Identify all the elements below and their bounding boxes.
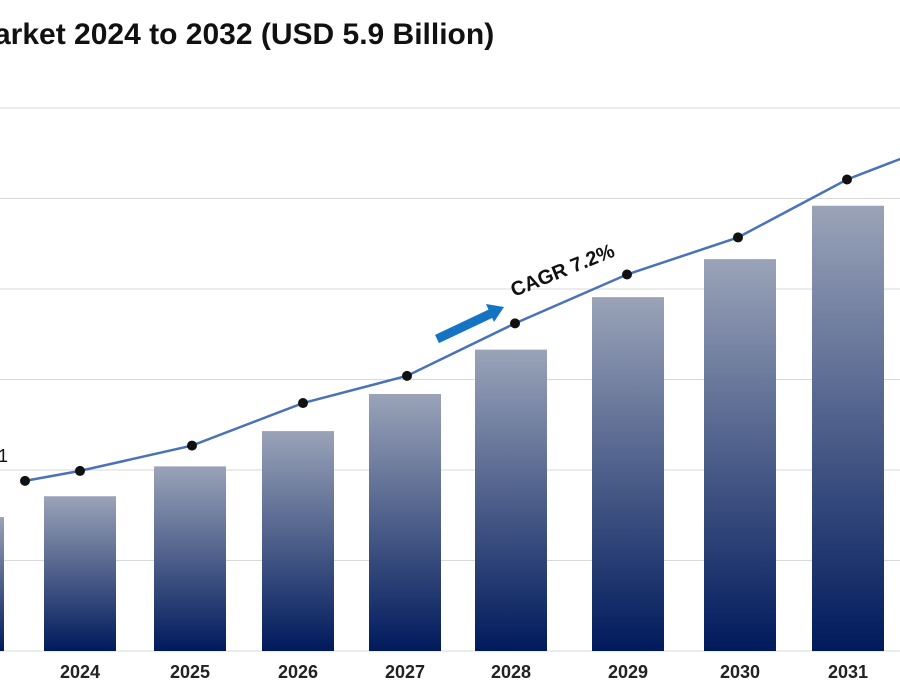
cagr-annotation: CAGR 7.2% [508,240,618,302]
bar-2029 [592,297,664,651]
bar-2027 [369,393,441,651]
edge-value-label: 1 [0,446,8,466]
bar-2024 [44,496,116,651]
x-tick-label: 2027 [385,662,425,682]
trend-line [24,157,900,483]
bar-2023 [0,517,4,651]
chart-title: arket 2024 to 2032 (USD 5.9 Billion) [0,18,495,51]
line-point-2023 [20,475,30,486]
cagr-arrow-icon [435,304,504,344]
line-point-2031 [842,174,852,185]
line-point-2025 [187,440,197,451]
bar-2028 [475,349,547,651]
x-tick-label: 2025 [170,662,210,682]
bar-2025 [154,466,226,651]
line-point-2029 [622,269,632,280]
line-point-2030 [733,232,743,243]
bar-2026 [262,431,334,651]
line-point-2026 [298,398,308,409]
line-point-2027 [402,370,412,381]
x-tick-label: 2028 [491,662,531,682]
x-tick-label: 2029 [608,662,648,682]
bar-2030 [704,259,776,651]
x-tick-label: 2030 [720,662,760,682]
bar-2031 [812,205,884,652]
line-point-2028 [510,318,520,329]
x-tick-label: 2026 [278,662,318,682]
x-tick-label: 2024 [60,662,100,682]
line-point-2024 [75,465,85,476]
x-tick-label: 2031 [828,662,868,682]
